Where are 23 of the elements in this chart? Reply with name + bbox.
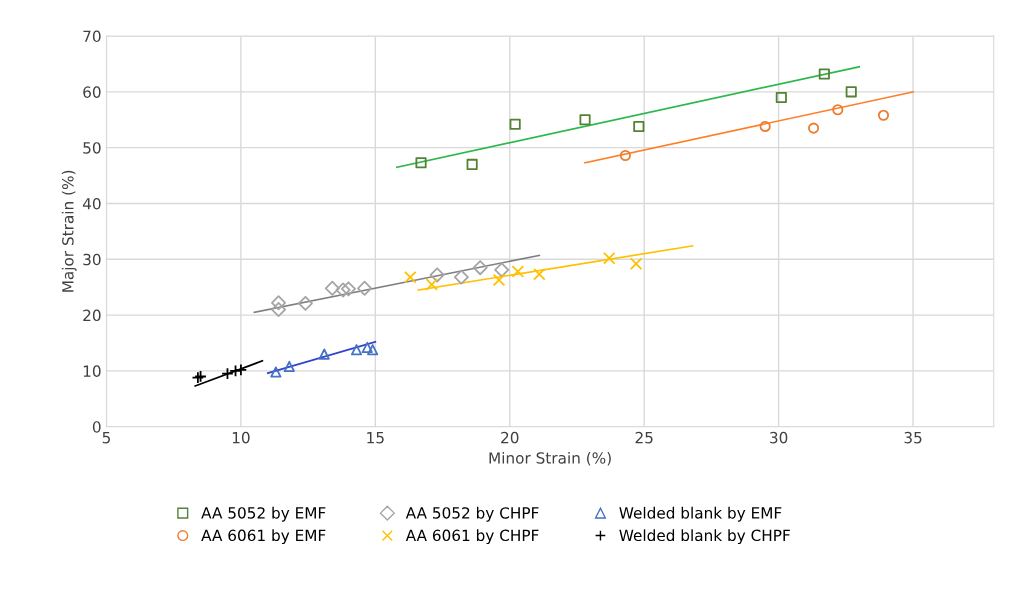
x-tick-label: 5 bbox=[102, 432, 110, 444]
y-tick-label: 60 bbox=[83, 86, 101, 98]
y-axis-title: Major Strain (%) bbox=[61, 170, 77, 292]
x-tick-label: 25 bbox=[635, 431, 653, 444]
y-tick-label: 20 bbox=[83, 309, 101, 322]
legend-label: AA 5052 by CHPF bbox=[405, 506, 539, 522]
legend-label: Welded blank by CHPF bbox=[619, 529, 790, 545]
x-tick-label: 20 bbox=[501, 431, 519, 444]
y-tick-label: 70 bbox=[83, 30, 101, 43]
y-tick-label: 10 bbox=[83, 365, 101, 377]
legend-label: AA 6061 by EMF bbox=[201, 529, 326, 545]
x-axis-title: Minor Strain (%) bbox=[489, 451, 611, 466]
legend-label: AA 5052 by EMF bbox=[201, 506, 326, 522]
x-tick-label: 15 bbox=[367, 432, 384, 444]
legend-label: Welded blank by EMF bbox=[619, 506, 782, 522]
y-tick-label: 30 bbox=[83, 253, 101, 266]
y-tick-label: 40 bbox=[82, 197, 101, 210]
legend-label: AA 6061 by CHPF bbox=[405, 529, 539, 545]
x-tick-label: 35 bbox=[904, 431, 922, 444]
x-tick-label: 30 bbox=[770, 431, 788, 444]
x-tick-label: 10 bbox=[232, 431, 250, 444]
y-tick-label: 0 bbox=[92, 421, 101, 433]
y-tick-label: 50 bbox=[83, 142, 101, 154]
